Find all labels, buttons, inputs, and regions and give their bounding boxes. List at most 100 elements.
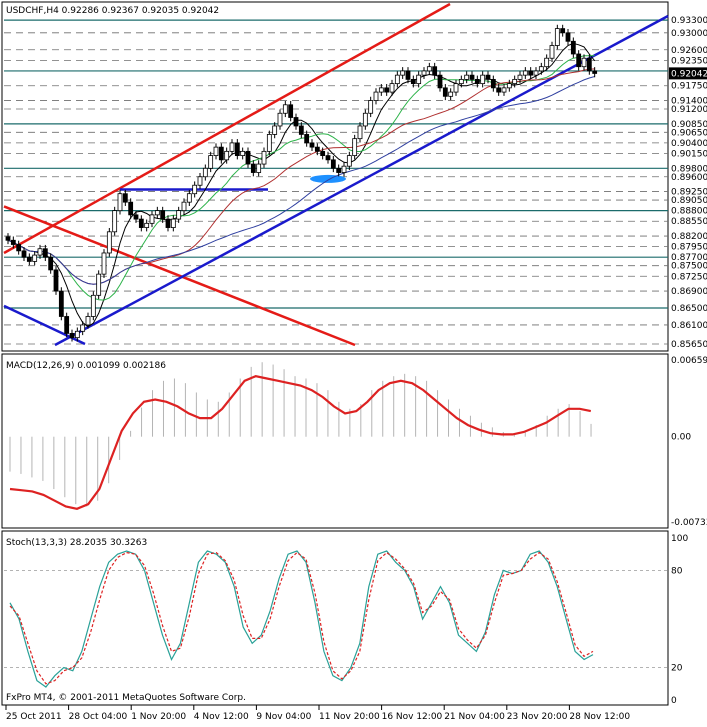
stoch-axis-label: 80 [671,566,683,576]
candle-body [421,70,427,76]
candle-body [21,250,27,258]
candle-body [26,256,32,262]
candle-body [357,125,363,140]
price-axis-label: 0.85650 [671,340,707,350]
price-axis-label: 0.91400 [671,97,707,107]
price-axis-label: 0.88550 [671,217,707,227]
candle-body [384,87,390,93]
time-axis-label: 1 Nov 20:00 [131,712,186,722]
candle-body [240,150,246,156]
candle-body [554,28,560,46]
time-axis-label: 25 Oct 2011 [6,712,62,722]
candle-body [394,74,400,85]
candle-body [453,83,459,93]
time-axis-label: 9 Nov 04:00 [256,712,311,722]
candle-body [133,214,139,220]
candle-body [368,100,374,114]
candle-body [400,70,406,76]
candle-body [85,316,91,326]
price-axis-label: 0.90650 [671,128,707,138]
price-axis-label: 0.90850 [671,120,707,130]
candle-body [373,91,379,101]
stoch-panel-frame [1,530,669,706]
price-axis-label: 0.89800 [671,164,707,174]
candle-body [101,252,107,275]
candle-body [42,248,48,258]
candle-body [533,70,539,76]
trend-lines [3,2,669,347]
candle-body [565,32,571,42]
candle-body [448,91,454,97]
candle-body [469,74,475,80]
candle-body [442,87,448,97]
price-axis-label: 0.87700 [671,253,707,263]
candle-body [69,333,75,339]
candle-body [416,74,422,85]
stoch-axis-label: 0 [671,696,677,706]
candle-body [272,125,278,135]
price-chart-title: USDCHF,H4 0.92286 0.92367 0.92035 0.9204… [6,6,219,16]
candles [5,24,598,342]
candle-body [592,70,598,74]
price-axis-label: 0.87950 [671,243,707,253]
candle-body [346,155,352,167]
stoch-main-line [9,550,594,688]
candle-body [250,163,256,173]
price-axis-label: 0.88200 [671,232,707,242]
candle-body [186,193,192,203]
candle-body [165,218,171,228]
candle-body [570,40,576,55]
candle-body [506,83,512,89]
candle-body [5,236,11,241]
time-axis-label: 23 Nov 20:00 [507,712,568,722]
candle-body [586,57,592,72]
candle-body [149,214,155,224]
candle-body [117,193,123,212]
candle-body [170,218,176,228]
candle-body [74,330,80,339]
candle-body [202,167,208,178]
candle-body [458,78,464,85]
macd-axis-label: 0.006591 [671,356,707,366]
time-axis-label: 4 Nov 12:00 [194,712,249,722]
candle-body [32,254,38,262]
candle-body [80,324,86,332]
candle-body [330,159,336,169]
price-axis-label: 0.91750 [671,82,707,92]
price-axis-label: 0.92600 [671,46,707,56]
price-axis-label: 0.89600 [671,173,707,183]
price-axis-label: 0.89050 [671,196,707,206]
stoch-axis-label: 20 [671,664,683,674]
candle-body [208,155,214,169]
price-axis-label: 0.92350 [671,56,707,66]
candle-body [48,256,54,271]
candle-body [64,316,70,334]
candle-body [576,53,582,68]
candle-body [410,78,416,85]
candle-body [58,290,64,317]
macd-axis-label: 0.00 [671,433,691,443]
current-price-tag [669,67,707,80]
candle-body [378,87,384,93]
copyright-text: FxPro MT4, © 2001-2011 MetaQuotes Softwa… [6,693,246,703]
candle-body [106,231,112,254]
candle-body [277,112,283,127]
candle-body [293,117,299,127]
candle-body [90,294,96,317]
candle-body [10,239,16,245]
price-axis-label: 0.89250 [671,188,707,198]
candle-body [282,104,288,114]
price-axis-label: 0.91200 [671,105,707,115]
time-axis-label: 28 Oct 04:00 [69,712,128,722]
time-axis-label: 28 Nov 12:00 [569,712,630,722]
candle-body [581,57,587,68]
stoch-plot: 100 80 20 0 [4,534,688,706]
candle-body [464,74,470,80]
macd-panel-frame [1,353,669,529]
candle-body [197,176,203,186]
candle-body [501,87,507,93]
candle-body [320,150,326,156]
candle-body [389,83,395,93]
candle-body [122,193,128,203]
